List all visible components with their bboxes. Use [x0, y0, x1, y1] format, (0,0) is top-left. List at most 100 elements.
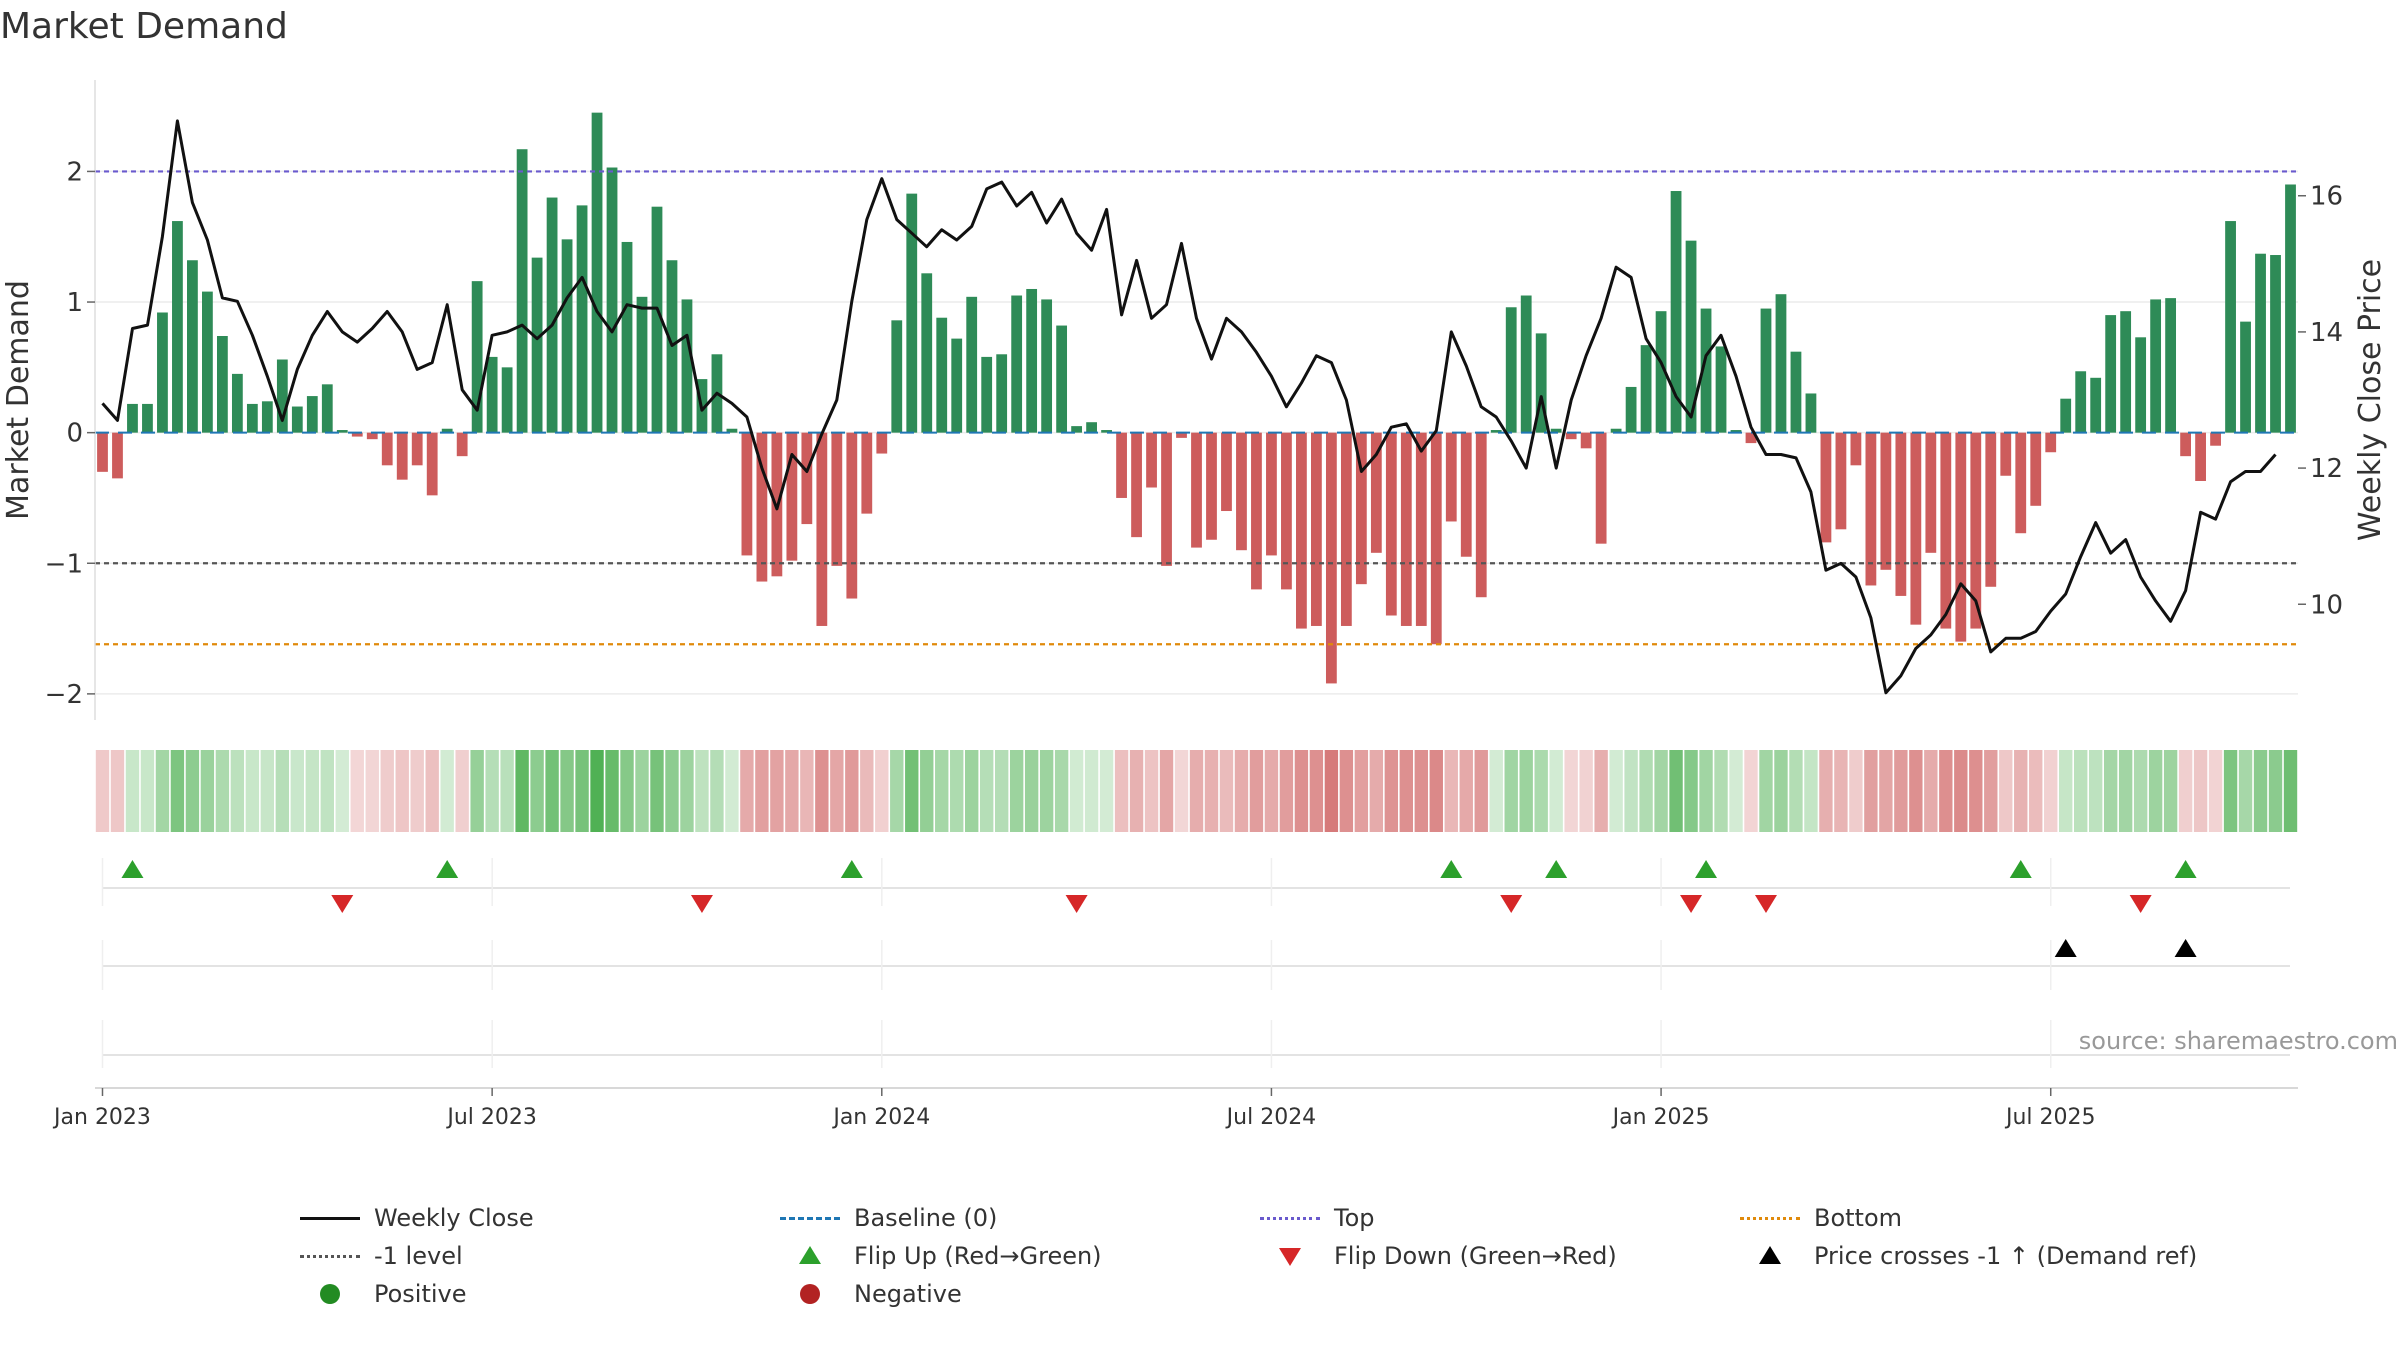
heat-strip-cell	[560, 750, 574, 832]
baseline-swatch	[780, 1200, 840, 1236]
positive-demand-bar	[591, 112, 603, 433]
positive-demand-bar	[157, 312, 168, 433]
heat-strip-cell	[1354, 750, 1369, 832]
demand-bars	[97, 112, 2296, 684]
heat-strip-cell	[1144, 750, 1159, 832]
heat-strip-cell	[155, 750, 170, 832]
heat-strip-cell	[1009, 750, 1024, 832]
positive-demand-bar	[1805, 393, 1817, 433]
negative-demand-bar	[1475, 432, 1487, 598]
positive-demand-bar	[1041, 299, 1053, 433]
positive-demand-bar	[291, 406, 303, 433]
negative-demand-bar	[1565, 432, 1577, 440]
positive-demand-bar	[606, 167, 618, 433]
positive-demand-bar	[2285, 184, 2296, 433]
positive-demand-bar	[516, 149, 528, 433]
heat-strip-cell	[1399, 750, 1414, 832]
negative-demand-bar	[1221, 432, 1232, 512]
negative-demand-bar	[741, 432, 753, 556]
flip-down-marker	[331, 895, 354, 913]
negative-demand-bar	[2210, 432, 2221, 446]
heat-strip-cell	[1489, 750, 1503, 832]
positive-demand-bar	[142, 403, 153, 433]
negative-demand-bar	[1940, 432, 1952, 629]
positive-demand-bar	[321, 384, 333, 433]
positive-demand-bar	[2150, 299, 2162, 433]
positive-demand-bar	[1101, 430, 1112, 433]
heat-strip-cell	[140, 750, 155, 832]
heat-strip-cell	[1969, 750, 1983, 832]
flip-up-marker	[2009, 860, 2032, 878]
heat-strip-cell	[1369, 750, 1384, 832]
positive-demand-bar	[1071, 426, 1083, 433]
negative-demand-bar	[1955, 432, 1967, 642]
positive-demand-bar	[531, 257, 543, 433]
flip-down-marker	[1500, 895, 1523, 913]
positive-demand-bar	[486, 356, 498, 433]
positive-demand-bar	[1505, 307, 1517, 433]
negative-demand-bar	[2000, 432, 2012, 476]
positive-demand-bar	[306, 396, 318, 433]
heat-strip-cell	[725, 750, 739, 832]
heat-strip-cell	[755, 750, 769, 832]
y-left-tick-label: −1	[45, 549, 83, 579]
positive-demand-bar	[2060, 398, 2072, 433]
heat-strip-cell	[530, 750, 544, 832]
positive-demand-bar	[2075, 371, 2087, 433]
heat-strip-cell	[305, 750, 319, 832]
negative-demand-bar	[411, 432, 423, 466]
positive-demand-bar	[172, 221, 183, 433]
positive-demand-bar	[276, 359, 288, 433]
negative-demand-bar	[396, 432, 408, 480]
positive-demand-bar	[1760, 308, 1772, 433]
heat-strip-cell	[2133, 750, 2148, 832]
heat-strip-cell	[2193, 750, 2208, 832]
market-demand-chart: Market Demand Market Demand Weekly Close…	[0, 6, 2398, 1130]
negative-demand-bar	[1745, 432, 1757, 444]
heat-strip-cell	[1114, 750, 1129, 832]
weekly-close-swatch	[300, 1200, 360, 1236]
x-tick-label: Jan 2024	[831, 1105, 930, 1130]
legend-label: Baseline (0)	[854, 1204, 998, 1232]
heat-strip-cell	[1534, 750, 1548, 832]
negative-demand-bar	[1430, 432, 1442, 645]
heat-strip-cell	[290, 750, 305, 832]
legend-item-minus1: -1 level	[300, 1238, 463, 1274]
heat-strip-cell	[1714, 750, 1728, 832]
heat-strip-cell	[2178, 750, 2193, 832]
heat-strip-cell	[830, 750, 844, 832]
heat-strip-cell	[110, 750, 125, 832]
price-cross-marker	[2174, 939, 2197, 957]
legend-item-price-cross: Price crosses -1 ↑ (Demand ref)	[1740, 1238, 2197, 1274]
positive-demand-bar	[1520, 295, 1532, 433]
legend-item-bottom: Bottom	[1740, 1200, 1902, 1236]
positive-demand-bar	[1550, 428, 1562, 433]
positive-demand-bar	[981, 356, 993, 433]
heat-strip-cell	[1744, 750, 1758, 832]
reference-lines	[95, 170, 2298, 646]
flip-up-marker	[121, 860, 144, 878]
heat-strip-cell	[365, 750, 379, 832]
negative-demand-bar	[1400, 432, 1412, 626]
negative-demand-bar	[1850, 432, 1862, 466]
heat-strip-cell	[380, 750, 394, 832]
y-right-tick-label: 16	[2310, 182, 2343, 212]
heat-strip-cell	[1579, 750, 1593, 832]
positive-demand-bar	[1640, 345, 1652, 433]
y-right-tick-label: 10	[2310, 590, 2343, 620]
negative-demand-bar	[1385, 432, 1397, 616]
heat-strip-cell	[1939, 750, 1953, 832]
negative-demand-bar	[1296, 432, 1307, 629]
heat-strip-cell	[1264, 750, 1279, 832]
heat-strip-cell	[800, 750, 814, 832]
negative-demand-bar	[1415, 432, 1427, 626]
positive-demand-bar	[1655, 311, 1667, 433]
heat-strip-cell	[1999, 750, 2013, 832]
positive-demand-bar	[1625, 386, 1637, 433]
heat-strip-cell	[1444, 750, 1458, 832]
chart-title: Market Demand	[0, 6, 288, 47]
minus1-swatch	[300, 1238, 360, 1274]
heat-strip-cell	[1189, 750, 1204, 832]
heat-strip-cell	[635, 750, 649, 832]
positive-demand-bar	[1670, 191, 1682, 433]
